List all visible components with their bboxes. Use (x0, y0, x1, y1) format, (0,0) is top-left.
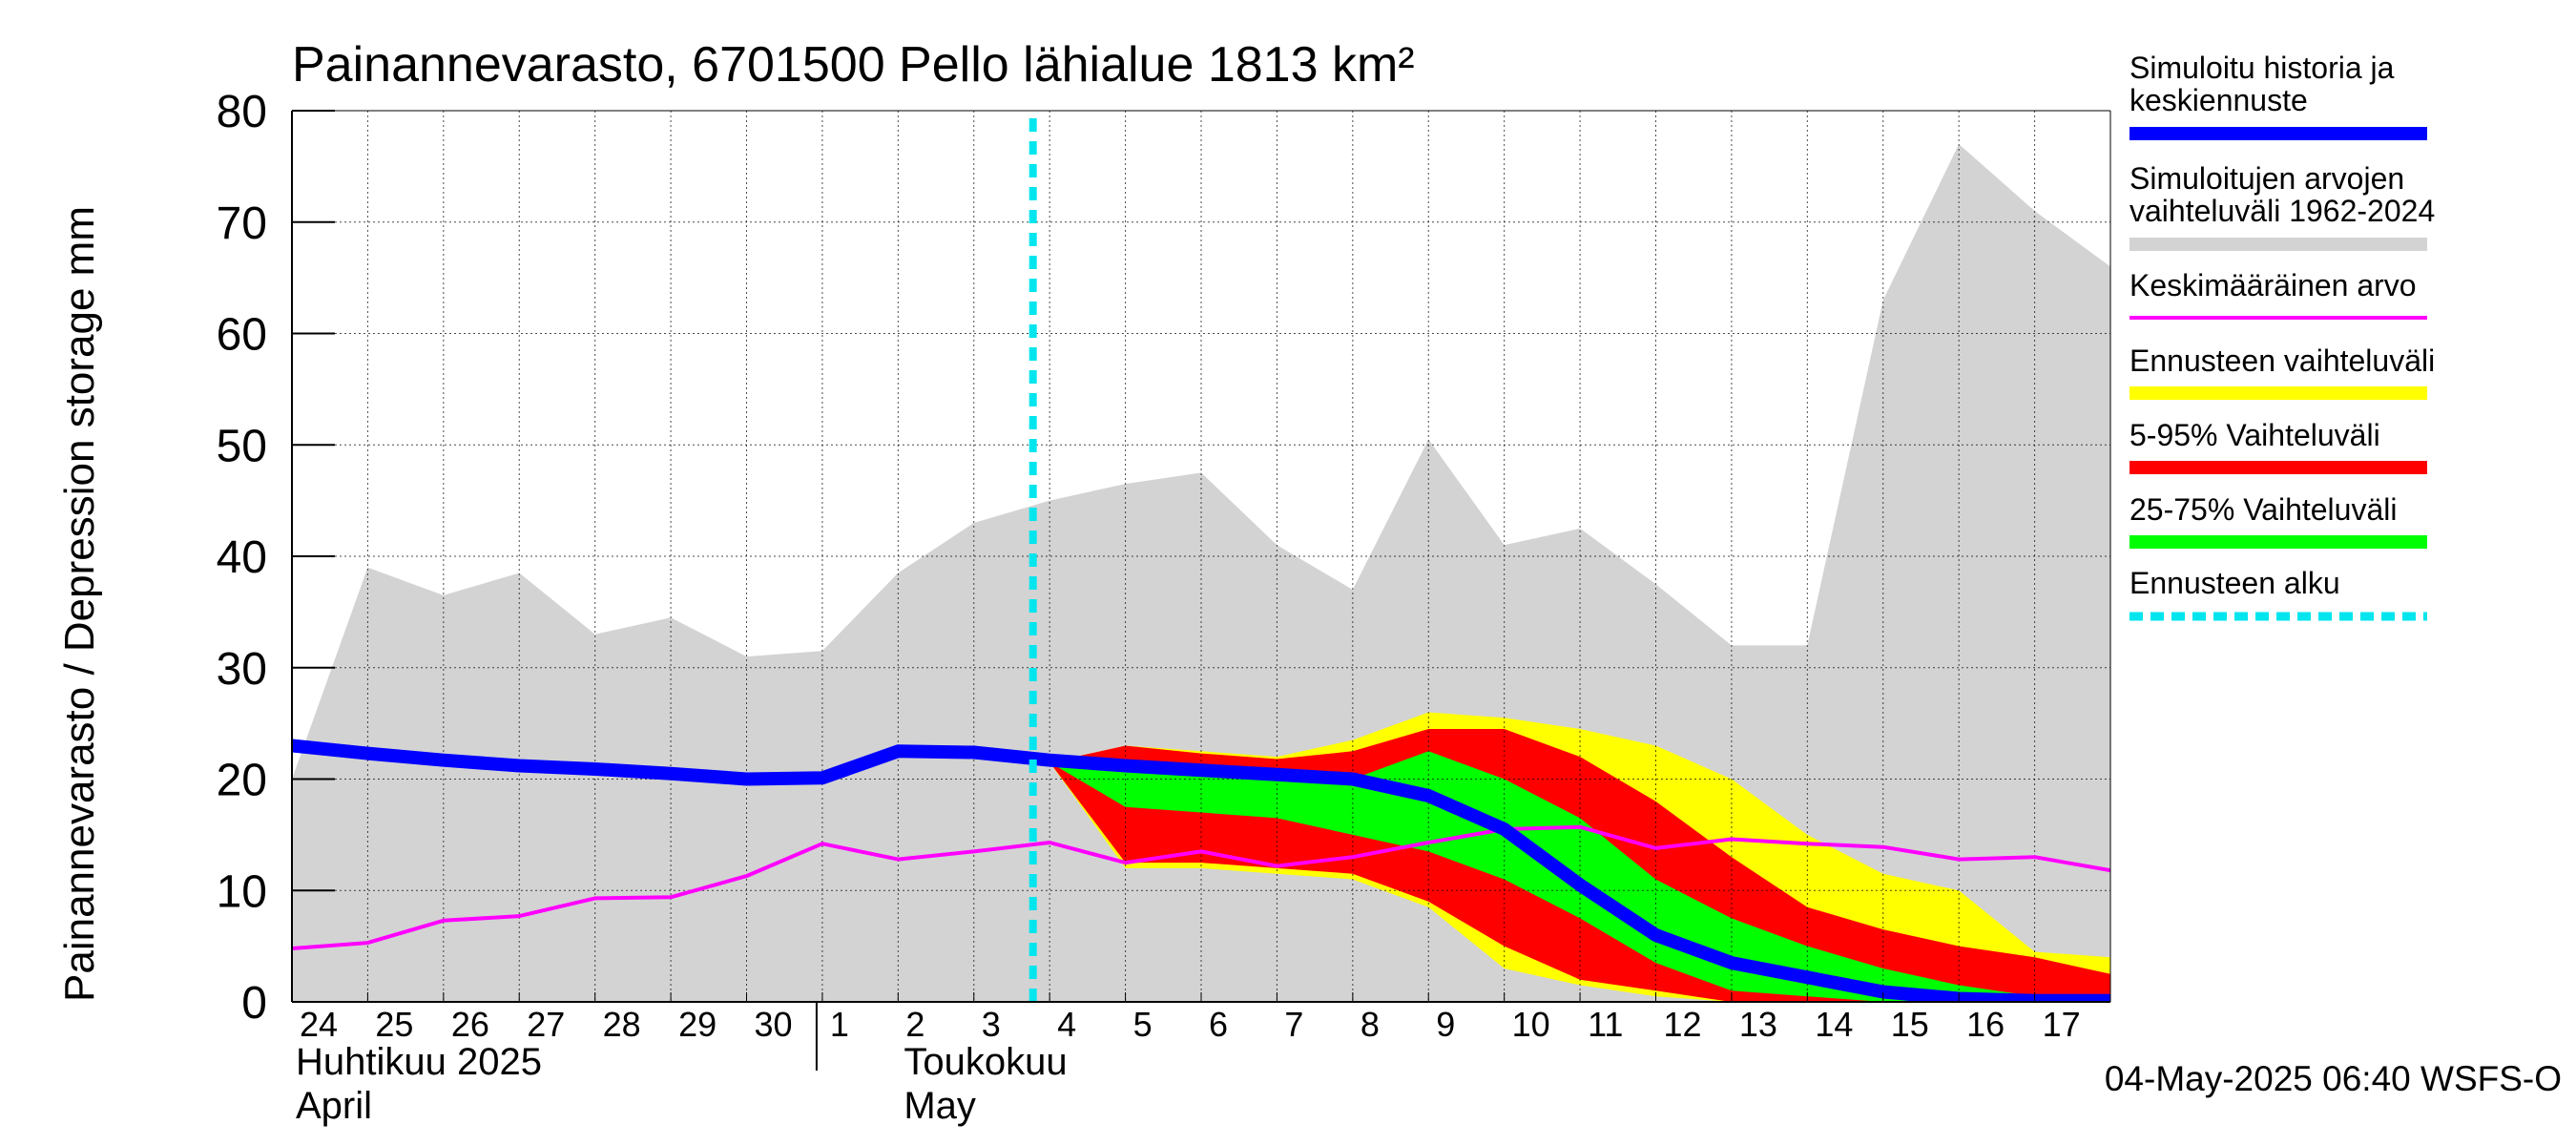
legend-label: 5-95% Vaihteluväli (2129, 418, 2380, 452)
y-tick-label: 30 (217, 644, 267, 695)
x-tick-label: 26 (451, 1005, 489, 1044)
legend-label: Ennusteen vaihteluväli (2129, 344, 2435, 378)
x-tick-label: 10 (1512, 1005, 1550, 1044)
month-label: Huhtikuu 2025 (296, 1041, 542, 1083)
x-tick-label: 7 (1284, 1005, 1303, 1044)
x-tick-label: 11 (1588, 1005, 1623, 1044)
x-tick-label: 27 (527, 1005, 565, 1044)
month-label-en: April (296, 1085, 372, 1127)
y-tick-label: 40 (217, 532, 267, 583)
y-tick-label: 80 (217, 87, 267, 137)
y-tick-label: 60 (217, 310, 267, 361)
y-tick-label: 50 (217, 421, 267, 471)
y-tick-label: 70 (217, 198, 267, 249)
month-label: Toukokuu (904, 1041, 1067, 1083)
series-line-1 (292, 739, 2110, 1002)
x-tick-label: 16 (1966, 1005, 2005, 1044)
legend-label: Keskimääräinen arvo (2129, 268, 2417, 302)
grid (292, 111, 2110, 1002)
legend-label: Simuloitu historia ja (2129, 51, 2395, 85)
month-label-en: May (904, 1085, 976, 1127)
x-tick-label: 24 (300, 1005, 338, 1044)
y-tick-label: 20 (217, 756, 267, 806)
x-tick-label: 17 (2043, 1005, 2081, 1044)
y-tick-label: 0 (241, 978, 267, 1029)
plot-area (292, 111, 2110, 1002)
legend-label: 25-75% Vaihteluväli (2129, 492, 2397, 527)
x-tick-label: 3 (982, 1005, 1001, 1044)
series-line-0 (292, 824, 2110, 950)
footer-timestamp: 04-May-2025 06:40 WSFS-O (2105, 1059, 2562, 1098)
legend-label: Simuloitujen arvojen (2129, 161, 2404, 196)
legend-label: Ennusteen alku (2129, 566, 2340, 600)
x-tick-label: 14 (1815, 1005, 1853, 1044)
y-tick-label: 10 (217, 866, 267, 917)
x-tick-label: 30 (755, 1005, 793, 1044)
x-tick-label: 28 (603, 1005, 641, 1044)
plot-content (292, 111, 2110, 1002)
x-tick-label: 4 (1057, 1005, 1076, 1044)
x-tick-label: 5 (1133, 1005, 1153, 1044)
x-tick-label: 29 (678, 1005, 717, 1044)
x-tick-label: 9 (1436, 1005, 1455, 1044)
x-tick-label: 25 (375, 1005, 413, 1044)
x-tick-label: 15 (1891, 1005, 1929, 1044)
x-tick-label: 1 (830, 1005, 849, 1044)
y-axis-label: Painannevarasto / Depression storage mm (56, 206, 103, 1002)
x-tick-label: 2 (905, 1005, 924, 1044)
x-tick-label: 13 (1739, 1005, 1777, 1044)
legend-label: vaihteluväli 1962-2024 (2129, 194, 2435, 228)
x-tick-label: 6 (1209, 1005, 1228, 1044)
chart-title: Painannevarasto, 6701500 Pello lähialue … (292, 37, 1415, 93)
legend-label: keskiennuste (2129, 83, 2308, 117)
x-tick-label: 8 (1361, 1005, 1380, 1044)
band-3 (1049, 751, 2110, 1002)
x-tick-label: 12 (1664, 1005, 1702, 1044)
